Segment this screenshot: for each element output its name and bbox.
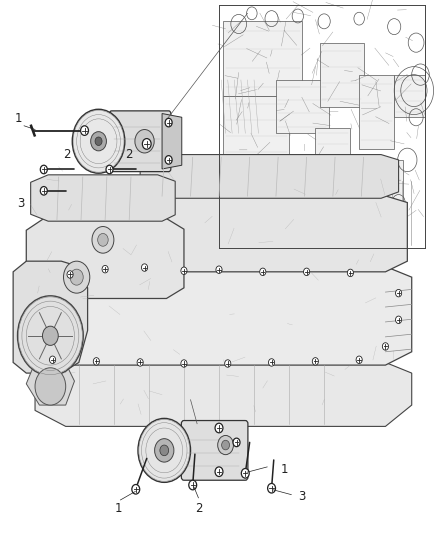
Circle shape bbox=[49, 356, 56, 364]
Circle shape bbox=[81, 126, 88, 135]
Polygon shape bbox=[26, 368, 74, 405]
Circle shape bbox=[222, 440, 230, 450]
Bar bbox=[9, 155, 425, 450]
Circle shape bbox=[396, 316, 402, 324]
Circle shape bbox=[91, 132, 106, 151]
Bar bbox=[320, 43, 364, 107]
Circle shape bbox=[137, 359, 143, 366]
Bar bbox=[241, 171, 289, 224]
Bar bbox=[359, 160, 403, 213]
Text: 3: 3 bbox=[17, 197, 24, 210]
Circle shape bbox=[160, 445, 169, 456]
Circle shape bbox=[181, 360, 187, 367]
Bar bbox=[223, 21, 302, 96]
Polygon shape bbox=[131, 195, 407, 272]
Circle shape bbox=[304, 268, 310, 276]
Circle shape bbox=[67, 271, 73, 278]
Circle shape bbox=[70, 269, 83, 285]
Polygon shape bbox=[162, 114, 182, 169]
Circle shape bbox=[138, 418, 191, 482]
Text: 2: 2 bbox=[125, 148, 132, 161]
Circle shape bbox=[155, 439, 174, 462]
Circle shape bbox=[312, 358, 318, 365]
Circle shape bbox=[132, 484, 140, 494]
Circle shape bbox=[189, 480, 197, 490]
Text: 1: 1 bbox=[114, 502, 122, 515]
Polygon shape bbox=[13, 261, 88, 373]
Polygon shape bbox=[26, 219, 184, 298]
Circle shape bbox=[40, 187, 47, 195]
Circle shape bbox=[165, 118, 172, 127]
Text: 1: 1 bbox=[14, 112, 22, 125]
Bar bbox=[394, 75, 425, 117]
Circle shape bbox=[135, 130, 154, 153]
Circle shape bbox=[396, 289, 402, 297]
Bar bbox=[276, 80, 328, 133]
Circle shape bbox=[347, 269, 353, 277]
Circle shape bbox=[225, 360, 231, 367]
Circle shape bbox=[181, 267, 187, 274]
Circle shape bbox=[40, 165, 47, 174]
Circle shape bbox=[216, 266, 222, 273]
Polygon shape bbox=[35, 266, 412, 365]
Bar bbox=[359, 75, 394, 149]
Text: 2: 2 bbox=[64, 148, 71, 161]
Circle shape bbox=[382, 343, 389, 350]
Circle shape bbox=[93, 358, 99, 365]
Circle shape bbox=[268, 483, 276, 493]
Bar bbox=[223, 96, 289, 160]
Circle shape bbox=[218, 435, 233, 455]
Circle shape bbox=[241, 469, 249, 478]
Circle shape bbox=[64, 261, 90, 293]
Text: 1: 1 bbox=[280, 463, 288, 475]
Circle shape bbox=[141, 264, 148, 271]
Text: 3: 3 bbox=[298, 490, 305, 503]
Circle shape bbox=[106, 165, 113, 174]
Polygon shape bbox=[140, 155, 399, 198]
FancyBboxPatch shape bbox=[181, 421, 248, 480]
Circle shape bbox=[142, 139, 151, 149]
Circle shape bbox=[42, 326, 58, 345]
Circle shape bbox=[35, 368, 66, 405]
Circle shape bbox=[98, 233, 108, 246]
Circle shape bbox=[165, 156, 172, 164]
Circle shape bbox=[72, 109, 125, 173]
Circle shape bbox=[260, 268, 266, 276]
Bar bbox=[298, 181, 350, 224]
Polygon shape bbox=[31, 175, 175, 221]
Text: 2: 2 bbox=[195, 502, 203, 515]
Circle shape bbox=[95, 137, 102, 146]
Circle shape bbox=[18, 296, 83, 376]
Circle shape bbox=[92, 227, 114, 253]
Circle shape bbox=[102, 265, 108, 273]
Polygon shape bbox=[35, 362, 412, 426]
FancyBboxPatch shape bbox=[110, 111, 171, 172]
Polygon shape bbox=[219, 5, 429, 248]
Circle shape bbox=[356, 356, 362, 364]
Circle shape bbox=[215, 467, 223, 477]
Circle shape bbox=[215, 423, 223, 433]
Circle shape bbox=[268, 359, 275, 366]
Bar bbox=[315, 128, 350, 171]
Circle shape bbox=[233, 438, 240, 447]
